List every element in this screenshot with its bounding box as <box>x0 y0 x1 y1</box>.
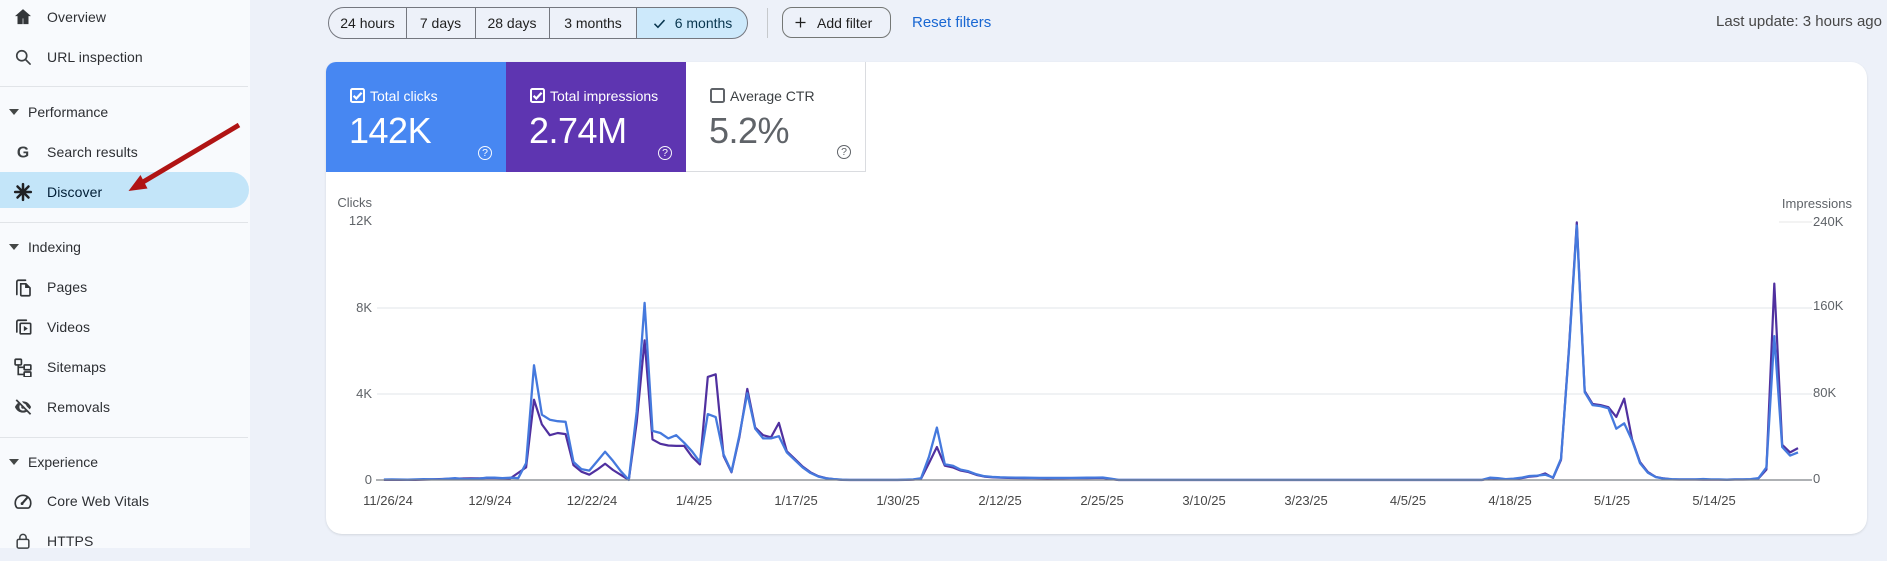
svg-text:G: G <box>17 144 29 161</box>
